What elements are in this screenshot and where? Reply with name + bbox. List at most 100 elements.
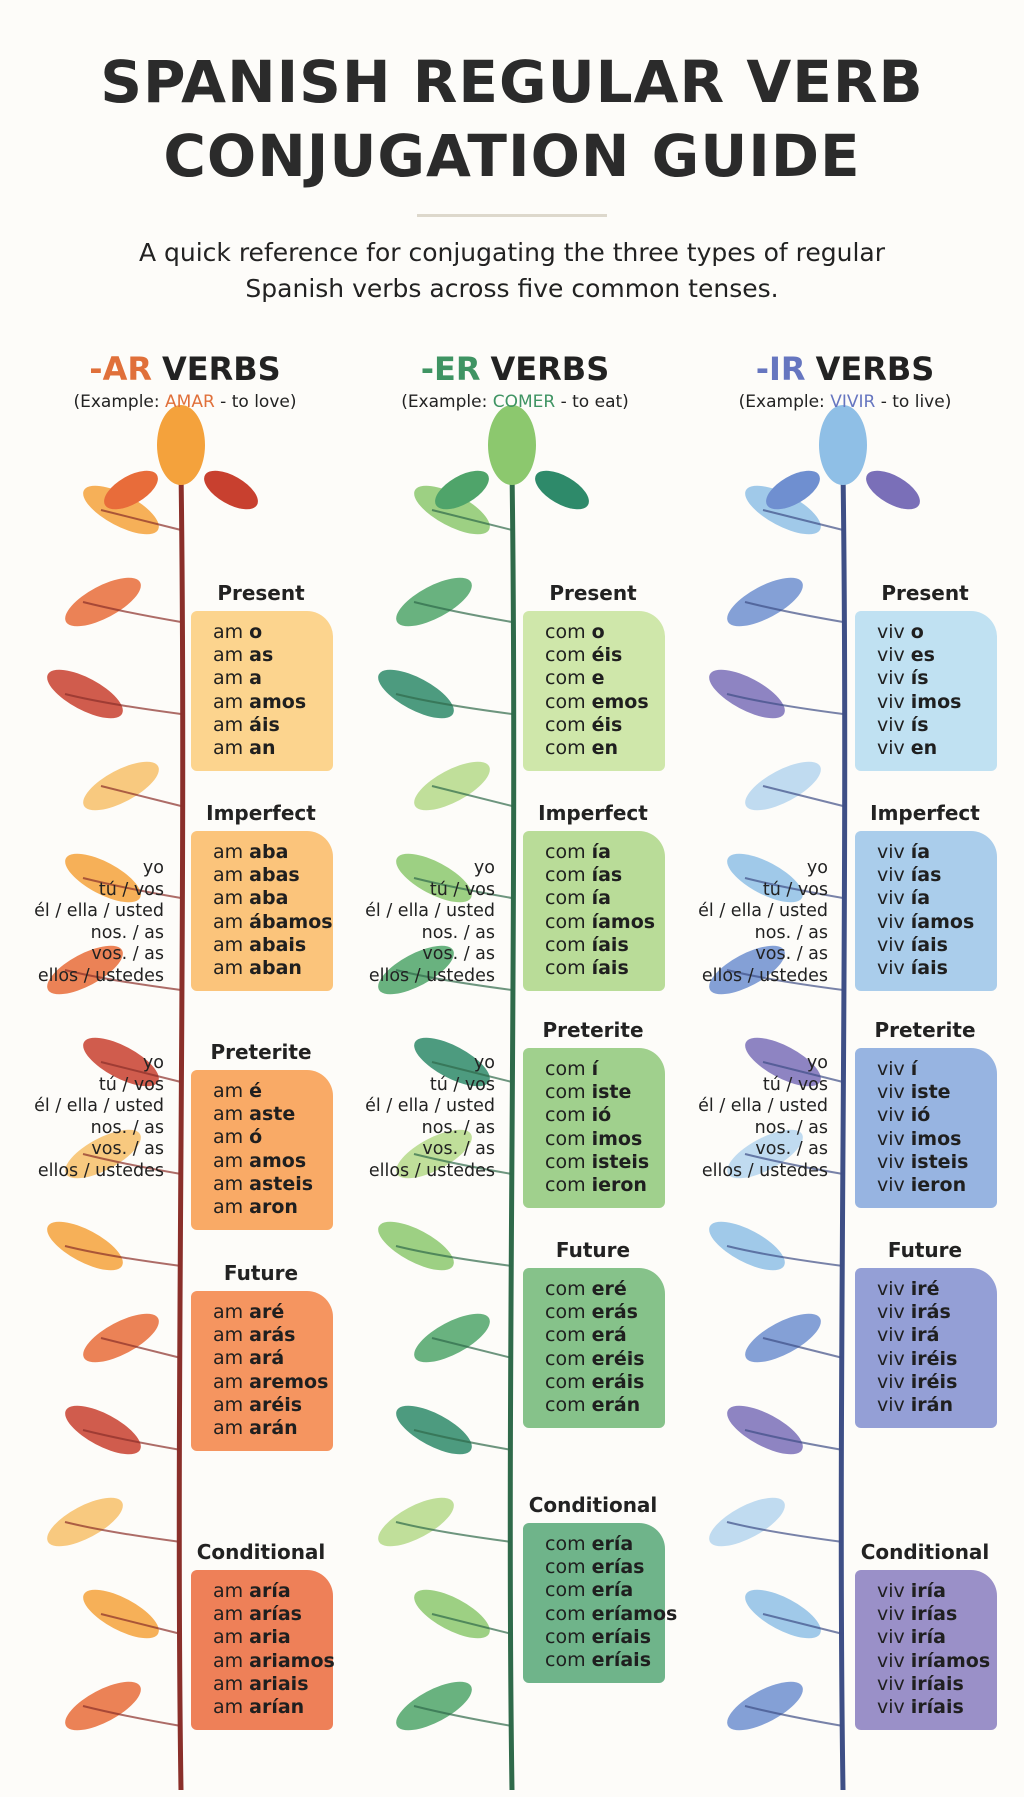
tense-box bbox=[855, 831, 997, 991]
conjugation: com e bbox=[545, 667, 604, 689]
ending: íamos bbox=[591, 910, 656, 933]
stem: am bbox=[213, 1324, 244, 1347]
ending: ió bbox=[910, 1104, 931, 1127]
leaf bbox=[535, 470, 589, 510]
subtitle-line: Spanish verbs across five common tenses. bbox=[245, 274, 779, 303]
pronoun: vos. / as bbox=[91, 944, 164, 964]
tense-box bbox=[523, 831, 665, 991]
leaf bbox=[378, 669, 454, 719]
leaf bbox=[100, 1061, 182, 1083]
tense-box bbox=[191, 611, 333, 771]
pronoun: yo bbox=[473, 858, 495, 878]
tense-box bbox=[855, 611, 997, 771]
conjugation: viv o bbox=[877, 621, 924, 643]
stem: viv bbox=[877, 644, 905, 667]
ending: iste bbox=[591, 1081, 632, 1104]
leaf bbox=[104, 470, 158, 510]
conjugation: com eréis bbox=[545, 1348, 645, 1370]
ending: as bbox=[249, 644, 274, 667]
ending: erá bbox=[591, 1324, 627, 1347]
conjugation: viv en bbox=[877, 737, 937, 759]
ending: arías bbox=[249, 1603, 302, 1626]
stem: com bbox=[545, 1174, 586, 1196]
leaf bbox=[82, 601, 182, 623]
stem: am bbox=[213, 644, 244, 667]
conjugation: com iste bbox=[545, 1081, 631, 1103]
tense-name: Conditional bbox=[860, 1540, 990, 1564]
ending: ará bbox=[249, 1347, 285, 1370]
column-heading: -ER VERBS bbox=[345, 350, 685, 388]
ending: arán bbox=[249, 1417, 298, 1439]
conjugation: viv iste bbox=[877, 1081, 951, 1103]
stem: com bbox=[545, 864, 586, 887]
conjugation: viv es bbox=[877, 644, 935, 666]
conjugation: am aron bbox=[213, 1196, 298, 1218]
leaf bbox=[378, 945, 454, 995]
ending: ábamos bbox=[249, 910, 333, 933]
ending: íamos bbox=[910, 910, 975, 933]
conjugation: com ió bbox=[545, 1104, 611, 1126]
leaf bbox=[727, 1129, 803, 1179]
stem: am bbox=[213, 1696, 244, 1718]
stem: am bbox=[213, 667, 244, 690]
tense-box bbox=[523, 1268, 665, 1428]
stem: viv bbox=[877, 690, 905, 713]
conjugation: com erías bbox=[545, 1556, 645, 1578]
ending: en bbox=[591, 737, 619, 759]
pronoun: tú / vos bbox=[762, 879, 828, 900]
leaf bbox=[431, 1337, 513, 1359]
ending: iría bbox=[910, 1626, 946, 1649]
stem: com bbox=[545, 1324, 586, 1347]
pronoun: nos. / as bbox=[421, 922, 495, 943]
tense-box bbox=[523, 1048, 665, 1208]
ending: aba bbox=[249, 841, 289, 863]
ending: irás bbox=[910, 1301, 951, 1324]
conjugation: viv í bbox=[877, 1058, 917, 1080]
stem: com bbox=[545, 621, 586, 643]
stem: viv bbox=[877, 1301, 905, 1324]
ending: é bbox=[249, 1080, 263, 1102]
subtitle-line: A quick reference for conjugating the th… bbox=[138, 238, 886, 267]
leaf bbox=[82, 877, 182, 899]
conjugation: com eríais bbox=[545, 1649, 651, 1671]
stem: com bbox=[545, 737, 586, 759]
leaf bbox=[431, 1613, 513, 1635]
tense-name: Present bbox=[881, 581, 969, 605]
ending: ieron bbox=[910, 1174, 967, 1196]
leaf bbox=[176, 469, 186, 1791]
leaf bbox=[745, 761, 821, 811]
pronoun: ellos / ustedes bbox=[368, 1160, 495, 1181]
stem: com bbox=[545, 1278, 586, 1300]
tense-name: Preterite bbox=[874, 1018, 976, 1042]
ending: arían bbox=[249, 1696, 305, 1718]
ending: eré bbox=[591, 1278, 627, 1300]
leaf bbox=[488, 405, 536, 485]
pronoun: vos. / as bbox=[755, 1139, 828, 1159]
leaf bbox=[83, 485, 159, 535]
leaf bbox=[413, 1705, 513, 1727]
stem: com bbox=[545, 841, 586, 863]
leaf bbox=[396, 577, 472, 627]
pronoun: tú / vos bbox=[762, 1074, 828, 1095]
example-verb: COMER bbox=[492, 392, 556, 412]
stem: viv bbox=[877, 1649, 905, 1672]
stem: viv bbox=[877, 1626, 905, 1649]
leaf bbox=[745, 1589, 821, 1639]
conjugation: com eríamos bbox=[545, 1603, 677, 1625]
ending: eráis bbox=[591, 1370, 645, 1393]
example-verb: VIVIR bbox=[830, 392, 876, 412]
pronoun: ellos / ustedes bbox=[37, 1160, 164, 1181]
stem: am bbox=[213, 1370, 244, 1393]
leaf bbox=[204, 470, 258, 510]
ending: abais bbox=[249, 933, 307, 956]
ending: ías bbox=[591, 864, 623, 887]
stem: com bbox=[545, 1058, 586, 1080]
conjugation: am amos bbox=[213, 1150, 306, 1172]
pronoun: nos. / as bbox=[754, 922, 828, 943]
ending: iréis bbox=[910, 1347, 958, 1370]
ending: abas bbox=[249, 864, 300, 887]
ending: ís bbox=[910, 667, 929, 690]
conjugation: viv irás bbox=[877, 1301, 951, 1323]
leaf bbox=[64, 693, 182, 715]
ending: íais bbox=[591, 933, 629, 956]
